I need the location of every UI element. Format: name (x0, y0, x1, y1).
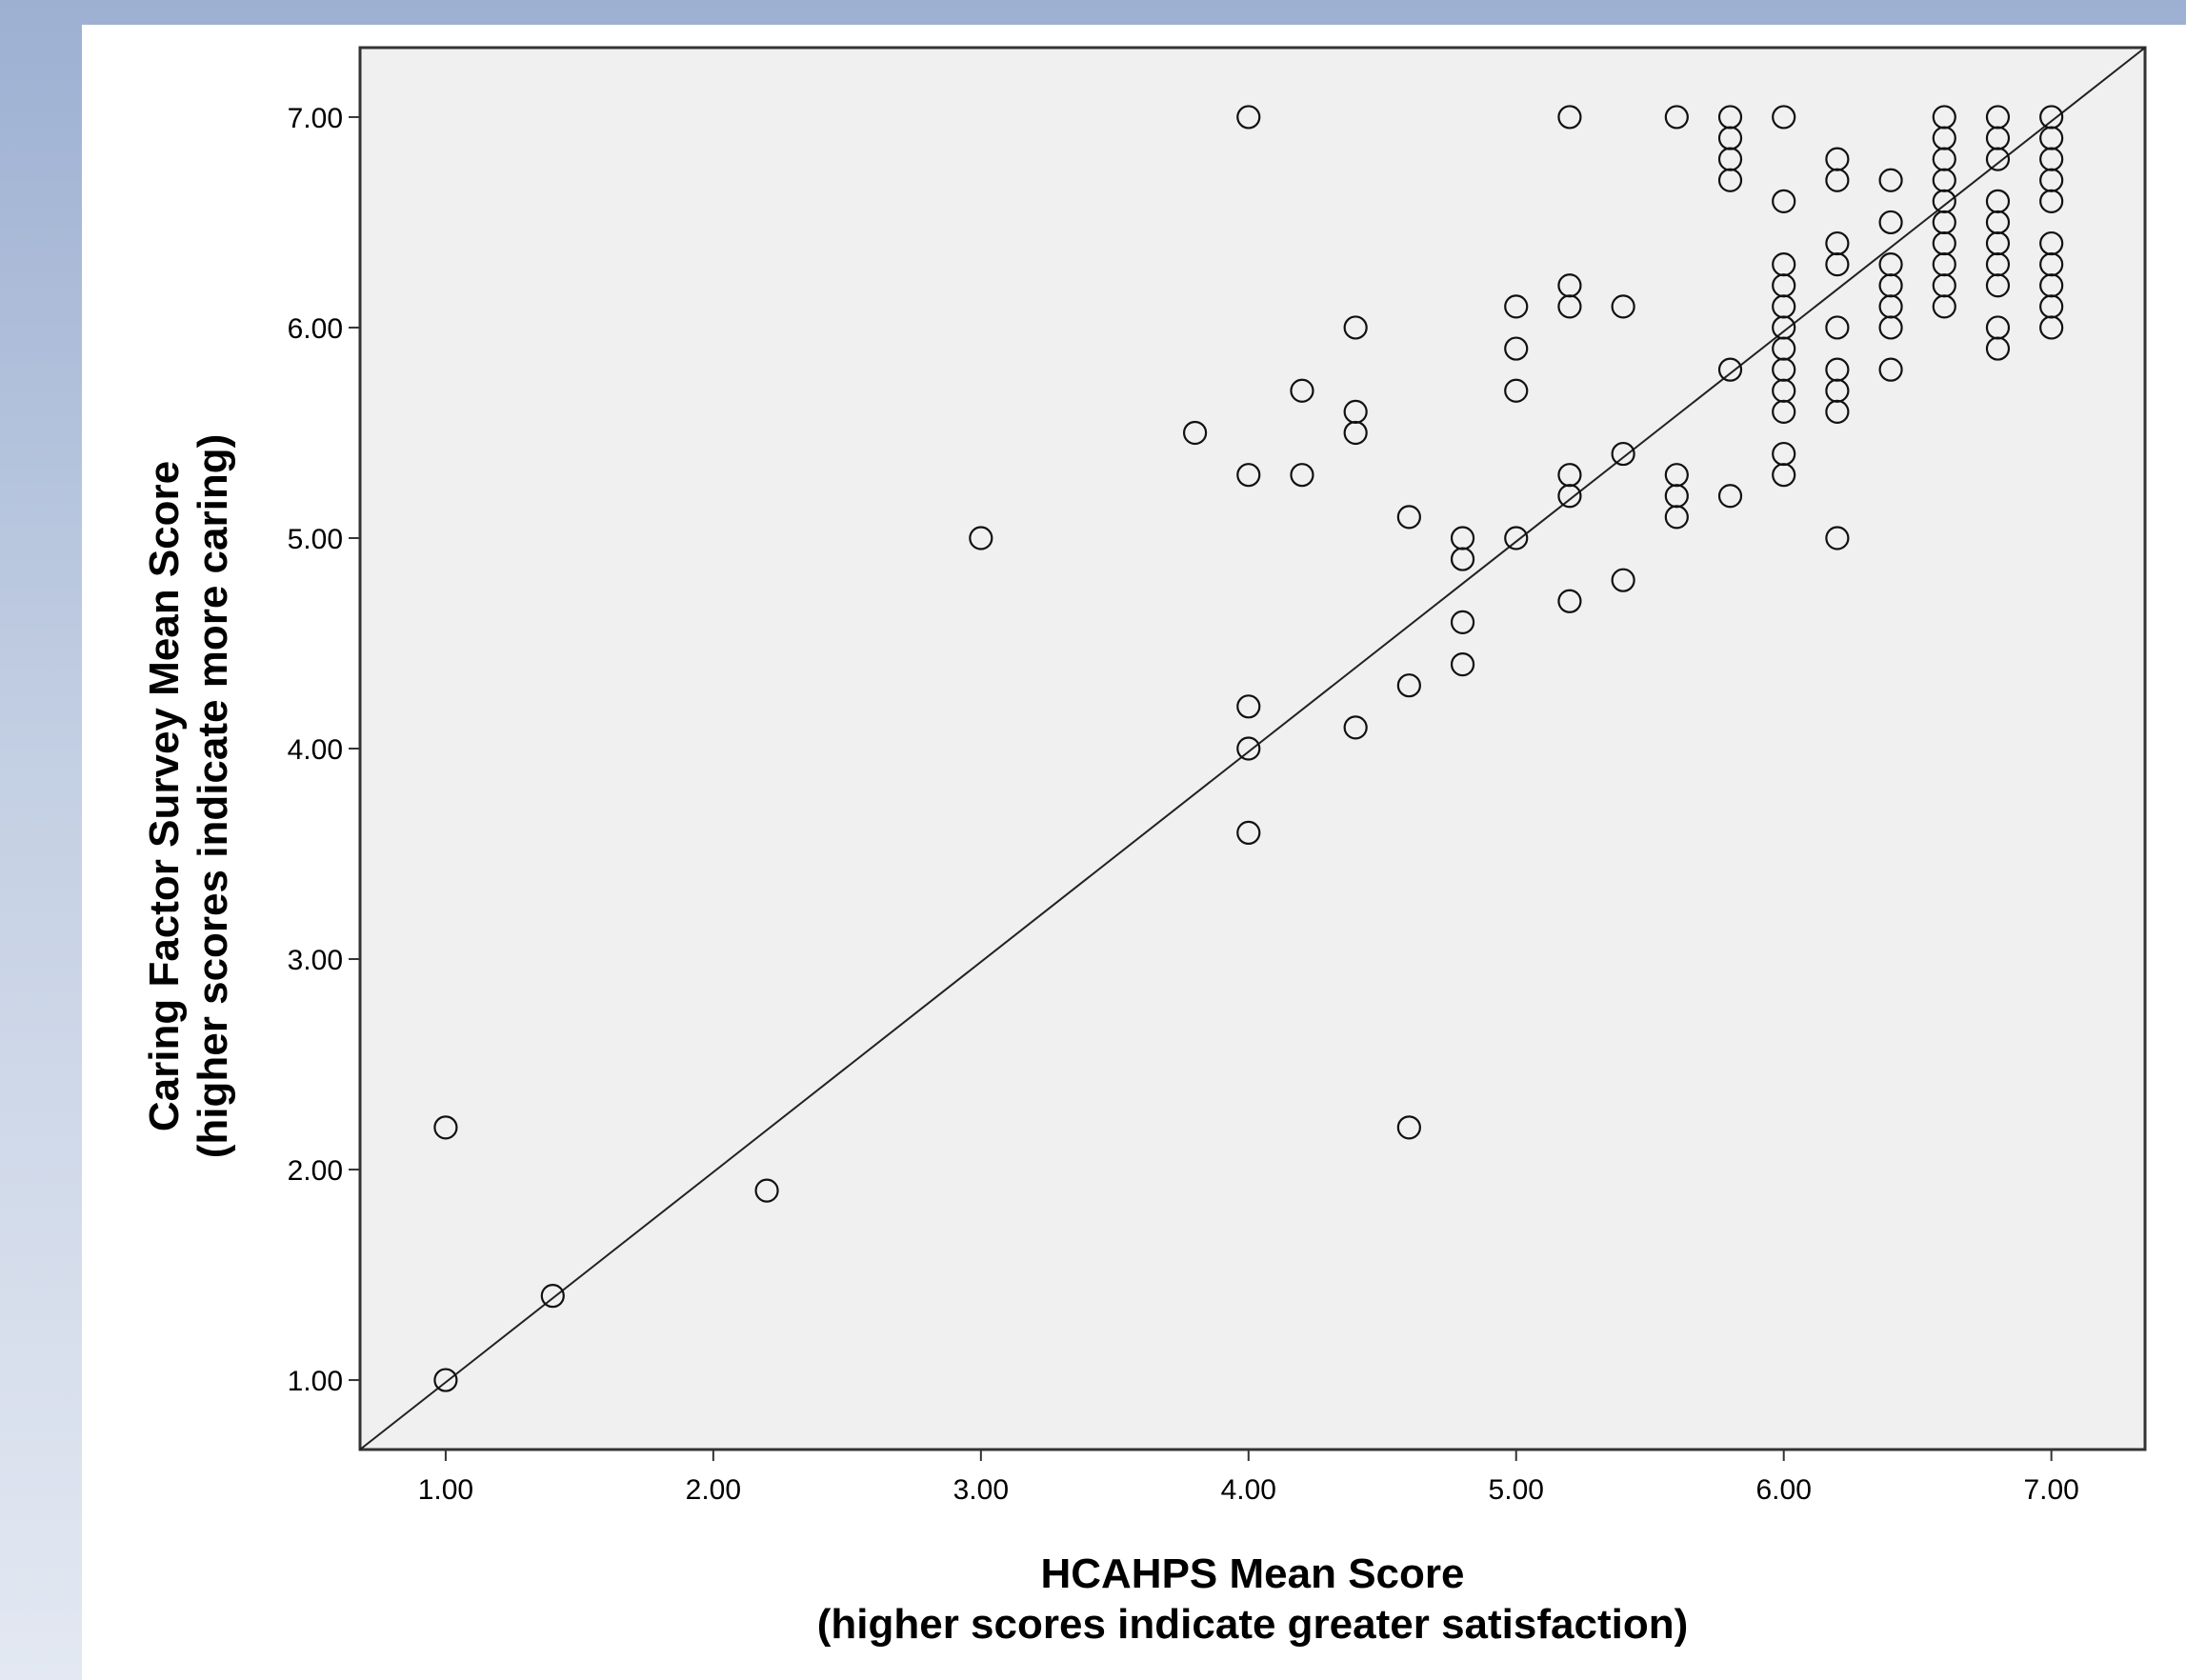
data-point (1664, 105, 1689, 130)
data-point (1504, 378, 1529, 403)
data-point (1664, 505, 1689, 530)
x-tick-label: 6.00 (1756, 1474, 1812, 1506)
x-axis-title: HCAHPS Mean Score (1040, 1550, 1464, 1597)
y-tick-label: 5.00 (288, 524, 343, 555)
points-layer (433, 105, 2064, 1392)
data-point (1396, 673, 1421, 698)
data-point (1878, 210, 1903, 235)
data-point (2039, 189, 2064, 213)
data-point (1717, 484, 1743, 509)
data-point (1611, 568, 1635, 592)
data-point (540, 1284, 565, 1309)
y-axis: 1.00 2.00 3.00 4.00 5.00 6.00 7.00 (288, 103, 360, 1397)
x-tick-label: 1.00 (418, 1474, 473, 1506)
data-point (1236, 463, 1261, 488)
x-tick-label: 3.00 (953, 1474, 1009, 1506)
data-point (1878, 168, 1903, 192)
data-point (1557, 484, 1582, 509)
x-tick-label: 2.00 (686, 1474, 741, 1506)
reference-line (359, 47, 2146, 1450)
data-point (1504, 336, 1529, 361)
data-point (1236, 820, 1261, 846)
y-axis-subtitle: (higher scores indicate more caring) (190, 434, 236, 1158)
data-point (433, 1115, 458, 1140)
data-point (1717, 168, 1743, 192)
data-point (1772, 105, 1796, 130)
data-point (1504, 526, 1529, 550)
data-point (1825, 315, 1850, 340)
data-point (1396, 505, 1421, 530)
y-tick-label: 6.00 (288, 313, 343, 345)
data-point (1985, 147, 2011, 171)
data-point (1772, 463, 1796, 488)
y-tick-label: 7.00 (288, 103, 343, 134)
x-axis-subtitle: (higher scores indicate greater satisfac… (817, 1601, 1689, 1648)
x-tick-label: 7.00 (2023, 1474, 2078, 1506)
data-point (1611, 441, 1635, 467)
data-point (1450, 610, 1475, 634)
data-point (1611, 294, 1635, 319)
y-tick-label: 2.00 (288, 1155, 343, 1187)
data-point (969, 526, 993, 550)
data-point (1343, 315, 1368, 340)
data-point (1878, 315, 1903, 340)
data-point (1825, 168, 1850, 192)
data-point (754, 1178, 779, 1203)
data-point (1450, 651, 1475, 677)
data-point (1557, 294, 1582, 319)
data-point (1182, 420, 1208, 446)
x-tick-label: 5.00 (1489, 1474, 1544, 1506)
data-point (1557, 589, 1582, 613)
data-point (1236, 105, 1261, 130)
x-axis: 1.00 2.00 3.00 4.00 5.00 6.00 7.00 (418, 1450, 2079, 1506)
data-point (1504, 294, 1529, 319)
data-point (1290, 463, 1314, 488)
y-tick-label: 4.00 (288, 734, 343, 766)
data-point (1236, 694, 1261, 719)
data-point (1557, 105, 1582, 130)
data-point (1290, 378, 1314, 403)
data-point (1236, 736, 1261, 761)
y-tick-label: 3.00 (288, 945, 343, 976)
data-point (1825, 399, 1850, 424)
data-point (1343, 715, 1368, 740)
data-point (1343, 420, 1368, 446)
data-point (1772, 399, 1796, 424)
data-point (1878, 357, 1903, 382)
data-point (1717, 357, 1743, 382)
data-point (1772, 189, 1796, 213)
reference-line-layer (359, 47, 2146, 1450)
x-tick-label: 4.00 (1221, 1474, 1276, 1506)
data-point (1985, 273, 2011, 298)
data-point (1396, 1115, 1421, 1140)
data-point (1932, 294, 1956, 319)
data-point (1985, 336, 2011, 361)
data-point (1825, 252, 1850, 277)
y-axis-title: Caring Factor Survey Mean Score (141, 461, 188, 1131)
data-point (433, 1368, 458, 1392)
y-tick-label: 1.00 (288, 1366, 343, 1397)
data-point (1450, 547, 1475, 571)
data-point (1825, 526, 1850, 550)
data-point (2039, 315, 2064, 340)
